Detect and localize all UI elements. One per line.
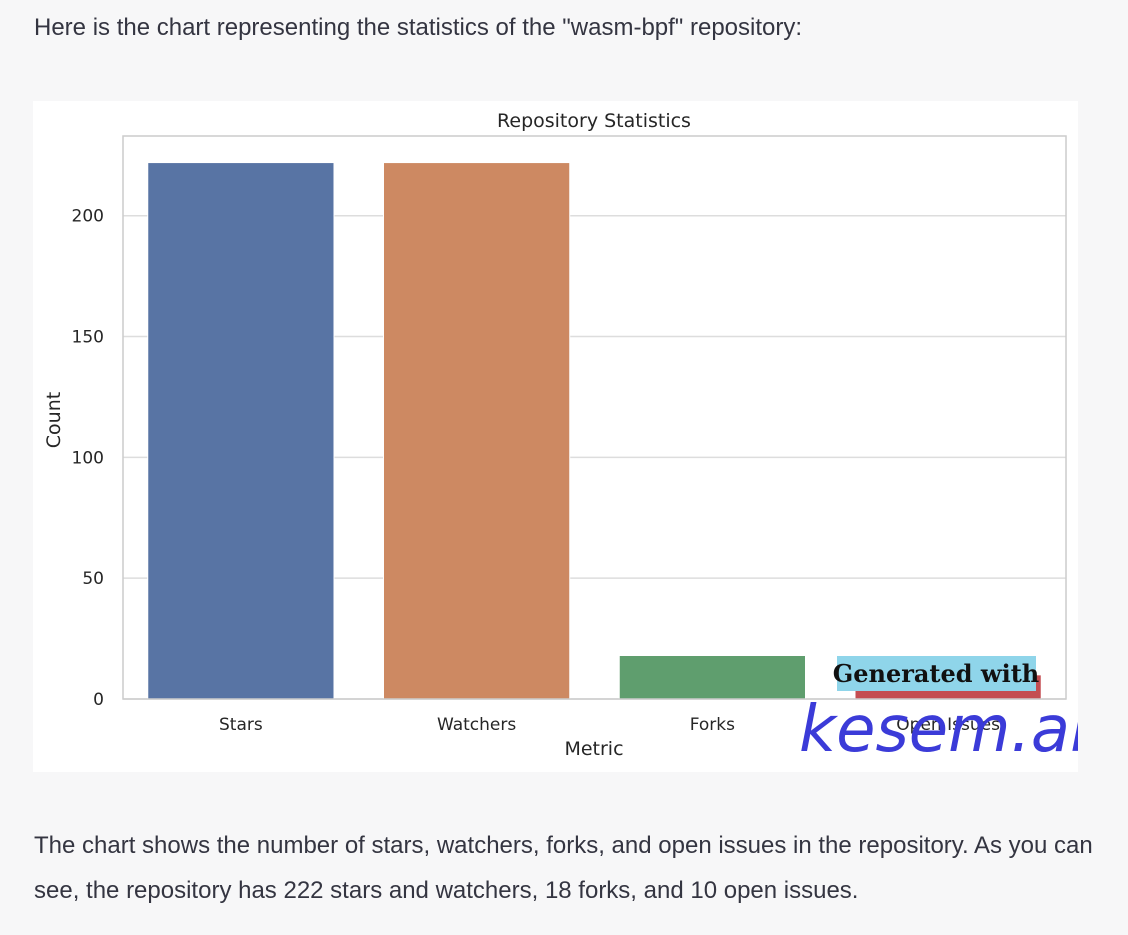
summary-text: The chart shows the number of stars, wat… xyxy=(34,832,1093,904)
watermark-line2: kesem.ai xyxy=(799,693,1078,767)
y-tick-label: 0 xyxy=(93,690,104,710)
watermark-highlight xyxy=(837,656,1036,691)
y-tick-label: 200 xyxy=(72,207,104,227)
bar-watchers xyxy=(383,162,571,700)
x-tick-label: Stars xyxy=(219,715,263,735)
watermark: Generated with kesem.ai xyxy=(799,656,1078,767)
y-tick-label: 100 xyxy=(72,448,104,468)
watermark-line1: Generated with xyxy=(833,659,1039,688)
bar-forks xyxy=(618,655,806,700)
bar-chart: 0 50 100 150 200 Stars Watchers Forks Open Issu… xyxy=(43,110,1078,767)
y-tick-labels: 0 50 100 150 200 xyxy=(72,207,104,710)
x-axis-label: Metric xyxy=(564,738,623,760)
y-tick-label: 150 xyxy=(72,328,104,348)
intro-text: Here is the chart representing the stati… xyxy=(34,14,803,41)
y-axis-label: Count xyxy=(43,392,65,448)
y-tick-label: 50 xyxy=(82,569,104,589)
x-tick-label: Open Issues xyxy=(896,715,1000,735)
bars xyxy=(147,162,1042,700)
chart-image: 0 50 100 150 200 Stars Watchers Forks Open Issu… xyxy=(33,101,1078,772)
x-tick-label: Forks xyxy=(690,715,735,735)
x-tick-label: Watchers xyxy=(437,715,516,735)
chart-title: Repository Statistics xyxy=(497,110,691,132)
plot-frame xyxy=(122,135,1067,700)
bar-stars xyxy=(147,162,335,700)
x-tick-labels: Stars Watchers Forks Open Issues xyxy=(219,715,1000,735)
